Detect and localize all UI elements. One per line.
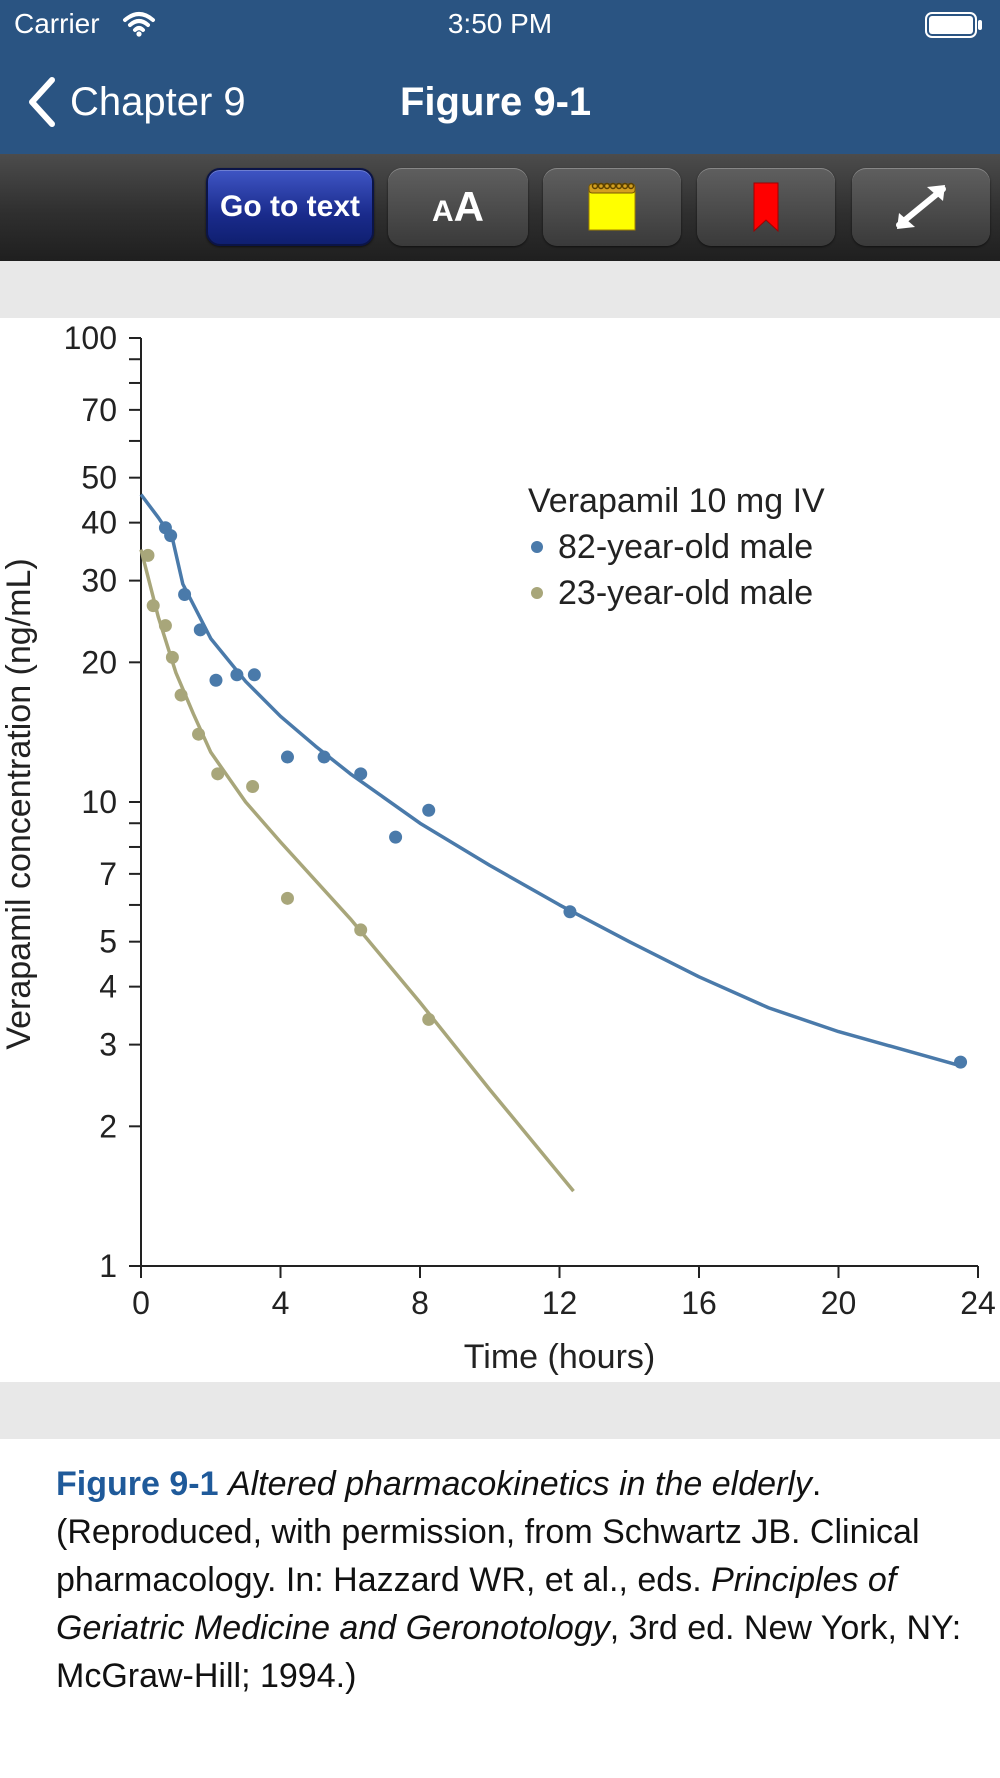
data-point xyxy=(247,668,261,682)
data-point xyxy=(146,599,160,613)
data-point xyxy=(354,767,368,781)
chevron-left-icon xyxy=(29,77,55,127)
legend-entry: 82-year-old male xyxy=(558,528,813,566)
data-point xyxy=(389,830,403,844)
x-tick-label: 20 xyxy=(821,1285,857,1321)
y-tick-label: 10 xyxy=(81,784,117,820)
y-tick-label: 1 xyxy=(99,1248,117,1284)
font-size-icon: AA xyxy=(431,183,484,230)
legend-marker xyxy=(531,587,543,599)
data-point xyxy=(165,650,179,664)
y-tick-label: 40 xyxy=(81,505,117,541)
back-label: Chapter 9 xyxy=(70,79,246,124)
navigation-bar: Chapter 9 Figure 9-1 xyxy=(0,50,1000,154)
figure-caption: Figure 9-1 Altered pharmacokinetics in t… xyxy=(56,1465,962,1695)
figure-chart[interactable]: 1 2 3 4 5 7 10 20 30 40 50 70 100 0 4 8 12 16 20 24 Time (ho… xyxy=(0,318,1000,1382)
x-tick-label: 12 xyxy=(542,1285,578,1321)
data-point xyxy=(354,923,368,937)
series-fit-line xyxy=(139,549,575,1193)
x-tick-label: 0 xyxy=(132,1285,150,1321)
x-tick-label: 8 xyxy=(411,1285,429,1321)
data-point xyxy=(209,673,223,687)
legend-entry: 23-year-old male xyxy=(558,574,813,612)
x-tick-label: 16 xyxy=(681,1285,717,1321)
clock: 3:50 PM xyxy=(447,8,553,39)
battery-icon xyxy=(925,12,982,38)
caption-text-end: , 3rd ed. New York, NY: McGraw-Hill; 199… xyxy=(56,1609,962,1695)
series-fit-line xyxy=(139,493,962,1068)
caption-figure-label: Figure 9-1 xyxy=(56,1465,219,1503)
y-tick-label: 2 xyxy=(99,1108,117,1144)
expand-button[interactable] xyxy=(852,168,990,246)
data-point xyxy=(280,750,294,764)
data-point xyxy=(422,803,436,817)
y-axis-label: Verapamil concentration (ng/mL) xyxy=(0,558,38,1049)
wifi-icon xyxy=(123,12,155,37)
page-title: Figure 9-1 xyxy=(400,80,592,124)
back-button[interactable]: Chapter 9 xyxy=(26,72,246,132)
caption-book-title: Principles of Geriatric Medicine and Ger… xyxy=(56,1561,897,1647)
data-point xyxy=(954,1055,968,1069)
font-size-button[interactable]: AA xyxy=(388,168,528,246)
data-point xyxy=(178,588,192,602)
data-point xyxy=(158,619,172,633)
data-point xyxy=(141,548,155,562)
divider-band-bottom xyxy=(0,1382,1000,1439)
y-tick-label: 70 xyxy=(81,392,117,428)
data-point xyxy=(193,623,207,637)
status-bar: Carrier 3:50 PM xyxy=(0,0,1000,50)
data-point xyxy=(230,668,244,682)
bookmark-icon xyxy=(753,182,779,232)
divider-band-top xyxy=(0,261,1000,318)
y-tick-label: 4 xyxy=(99,969,117,1005)
data-point xyxy=(211,767,225,781)
legend-title: Verapamil 10 mg IV xyxy=(528,482,825,520)
y-tick-label: 50 xyxy=(81,460,117,496)
x-tick-label: 4 xyxy=(272,1285,290,1321)
data-point xyxy=(246,779,260,793)
y-tick-label: 100 xyxy=(64,320,117,356)
y-tick-label: 3 xyxy=(99,1027,117,1063)
bookmark-button[interactable] xyxy=(697,168,835,246)
data-point xyxy=(422,1012,436,1026)
y-tick-label: 7 xyxy=(99,856,117,892)
carrier-label: Carrier xyxy=(14,8,100,39)
x-tick-label: 24 xyxy=(960,1285,996,1321)
go-to-text-button[interactable]: Go to text xyxy=(206,168,374,246)
expand-icon xyxy=(896,185,946,229)
data-point xyxy=(317,750,331,764)
notepad-icon xyxy=(588,182,636,231)
data-point xyxy=(280,891,294,905)
data-point xyxy=(164,529,178,543)
x-axis-label: Time (hours) xyxy=(464,1338,655,1376)
notes-button[interactable] xyxy=(543,168,681,246)
y-tick-label: 20 xyxy=(81,644,117,680)
caption-text: (Reproduced, with permission, from Schwa… xyxy=(56,1513,920,1599)
caption-title: Altered pharmacokinetics in the elderly xyxy=(227,1465,812,1503)
legend-marker xyxy=(531,541,543,553)
y-tick-label: 30 xyxy=(81,563,117,599)
data-point xyxy=(174,688,188,702)
data-point xyxy=(563,905,577,919)
toolbar: Go to text AA xyxy=(0,154,1000,261)
data-point xyxy=(192,727,206,741)
y-tick-label: 5 xyxy=(99,924,117,960)
